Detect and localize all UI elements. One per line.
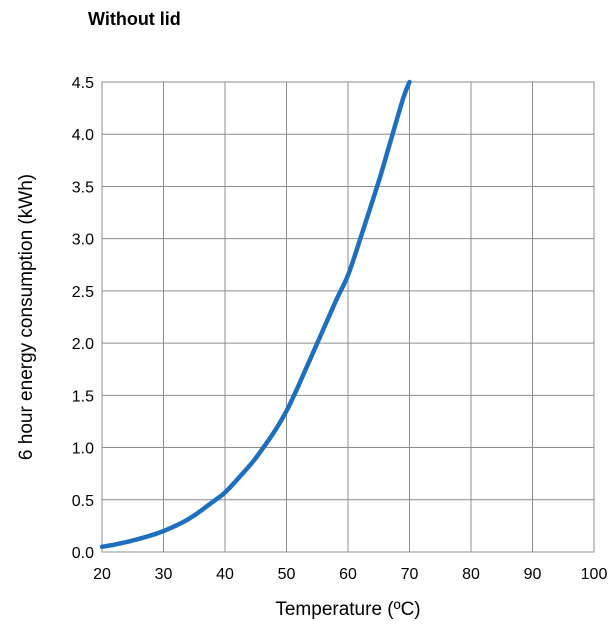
tick-labels: 20 30 40 50 60 70 80 90 100 0.0 0.5 1.0 1.5 2.0 2.5 3.0… [72,75,608,583]
x-tick-label: 60 [339,566,357,583]
series-line [99,79,412,550]
x-tick-label: 50 [278,566,296,583]
y-tick-label: 4.5 [72,75,94,92]
y-tick-label: 0.5 [72,493,94,510]
y-tick-label: 2.5 [72,284,94,301]
chart-title: Without lid [88,9,181,29]
x-tick-label: 100 [581,566,608,583]
x-axis-title: Temperature (ºC) [275,599,420,620]
x-tick-label: 20 [93,566,111,583]
y-axis-title: 6 hour energy consumption (kWh) [16,174,37,460]
y-tick-label: 2.0 [72,336,94,353]
y-tick-label: 4.0 [72,127,94,144]
y-tick-label: 3.0 [72,232,94,249]
y-tick-label: 0.0 [72,545,94,562]
x-tick-label: 90 [524,566,542,583]
x-tick-label: 70 [401,566,419,583]
plot-area-border [101,81,595,553]
x-tick-label: 80 [462,566,480,583]
y-tick-label: 1.0 [72,441,94,458]
grid-layer [101,81,595,553]
y-tick-label: 3.5 [72,179,94,196]
y-tick-label: 1.5 [72,388,94,405]
x-tick-label: 30 [155,566,173,583]
x-tick-label: 40 [216,566,234,583]
